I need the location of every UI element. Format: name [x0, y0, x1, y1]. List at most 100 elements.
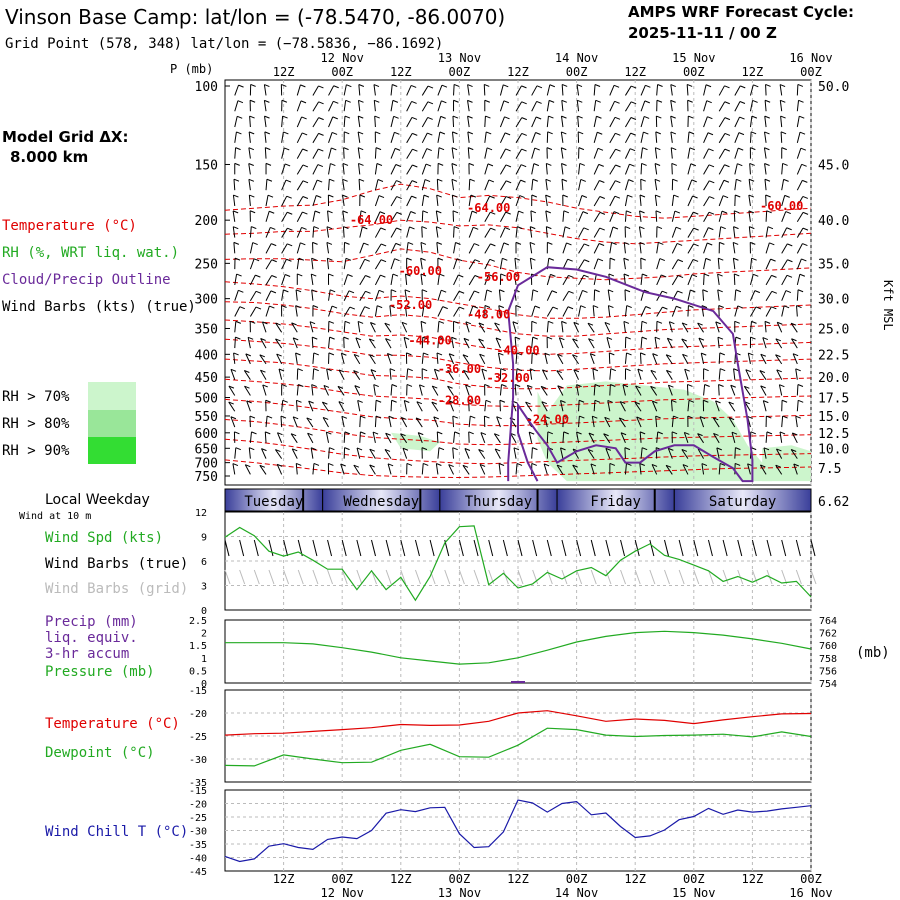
temperature-contour-label: -64.00: [350, 213, 393, 227]
wind-barb-flag: [284, 274, 291, 277]
wind-barb-flag: [608, 273, 615, 277]
height-tick-label: 7.5: [818, 462, 841, 477]
wind-barb: [390, 148, 396, 159]
wind-barb-flag: [723, 179, 730, 183]
wind-barb: [343, 431, 346, 443]
wind-barb: [406, 211, 412, 222]
wind-barb: [531, 352, 533, 364]
wind-barb-flag: [478, 338, 484, 342]
wind-barb: [390, 384, 393, 396]
wind-barb-flag: [655, 194, 661, 198]
wind-barb-flag: [584, 243, 590, 247]
wind-barb-flag: [607, 399, 613, 403]
wind-barb: [718, 384, 720, 396]
wind-barb-flag: [697, 433, 703, 437]
wind-barb: [654, 194, 658, 207]
wind-barb: [281, 131, 284, 143]
wind-barb-flag: [521, 117, 527, 121]
wind-barb: [400, 433, 408, 444]
wind-barb: [281, 400, 284, 412]
wind-barb: [796, 243, 803, 254]
wind-barb: [337, 386, 345, 396]
wind-barb-flag: [698, 337, 705, 341]
wind-barb: [687, 131, 690, 143]
wind-barb: [529, 226, 533, 238]
wind-barb-flag: [716, 447, 722, 451]
wind-barb: [453, 431, 456, 443]
wind-barb: [561, 179, 564, 191]
wind-barb-flag: [500, 273, 506, 277]
wind-barb-flag: [530, 210, 537, 214]
wind-barb: [451, 337, 455, 349]
wind-barb: [390, 274, 394, 286]
wind-barb: [467, 147, 470, 159]
wind-barb-flag: [622, 384, 629, 388]
wind-barb-flag: [747, 415, 753, 419]
bottom-date-labels: 12 Nov 13 Nov 14 Nov 15 Nov 16 Nov: [321, 886, 833, 900]
wind-barb-flag: [582, 211, 589, 215]
grid-wind-barb: [664, 569, 670, 585]
wind-barb: [436, 194, 439, 207]
wind-barb-flag: [434, 368, 440, 372]
wind-barb: [462, 354, 470, 365]
wind-barb-flag: [775, 338, 782, 342]
wind-barb: [234, 84, 240, 96]
wind-barb-flag: [447, 385, 453, 389]
wind-barb: [764, 179, 767, 191]
wind-barb: [578, 259, 585, 270]
wind-barb: [546, 539, 552, 557]
wind-barb-flag: [494, 433, 500, 437]
wind-barb-flag: [669, 321, 675, 325]
wind-barb-flag: [763, 400, 769, 404]
wind-barb-flag: [659, 258, 666, 262]
wind-barb: [281, 163, 286, 175]
wind-barb-flag: [427, 85, 434, 89]
wind-barb: [390, 258, 395, 270]
wind-barb-flag: [280, 415, 287, 419]
wind-barb-flag: [584, 259, 590, 263]
wind-barb: [717, 289, 720, 301]
wind-barb: [499, 116, 505, 128]
wind-barb-flag: [286, 243, 293, 247]
wind-barb: [605, 448, 611, 459]
wind-barb-flag: [614, 116, 621, 120]
wind-barb-flag: [626, 210, 632, 214]
wind-barb: [359, 431, 361, 443]
grid-wind-barb: [634, 569, 641, 585]
wind-barb-flag: [338, 369, 345, 373]
wind-barb: [265, 211, 270, 222]
wind-barb: [312, 101, 320, 112]
wind-barb: [703, 196, 710, 207]
temperature-contour-label: -40.00: [496, 343, 539, 357]
wind-barb: [639, 194, 642, 207]
wind-barb: [421, 117, 429, 128]
wind-barb-flag: [673, 415, 679, 419]
wind-barb: [306, 417, 314, 428]
wind-barb: [433, 416, 439, 428]
wind-barb: [716, 447, 720, 459]
wind-barb: [745, 369, 751, 380]
wind-barb-flag: [259, 464, 266, 468]
wind-barb-flag: [717, 273, 723, 277]
wind-barb-flag: [766, 431, 773, 435]
wind-barb: [531, 101, 538, 112]
wind-barb: [514, 384, 517, 396]
wind-barb-flag: [530, 257, 536, 261]
wind-barb-flag: [407, 368, 413, 372]
wind-barb: [265, 290, 272, 301]
wind-barb: [593, 243, 600, 254]
wind-barb-flag: [713, 417, 719, 421]
wind-barb: [687, 179, 693, 191]
grid-wind-barb: [414, 569, 421, 585]
wind-barb-flag: [799, 115, 805, 119]
wind-barb-flag: [286, 195, 292, 199]
wind-barb-flag: [643, 131, 649, 135]
wind-barb-flag: [762, 337, 769, 341]
wind-barb: [276, 464, 283, 475]
wind-barb-flag: [677, 290, 683, 294]
wind-barb: [234, 447, 237, 459]
wind-barb-flag: [347, 274, 353, 277]
wind-barb-flag: [550, 273, 556, 277]
wind-barb-flag: [394, 258, 400, 262]
wind-barb-flag: [790, 449, 797, 452]
